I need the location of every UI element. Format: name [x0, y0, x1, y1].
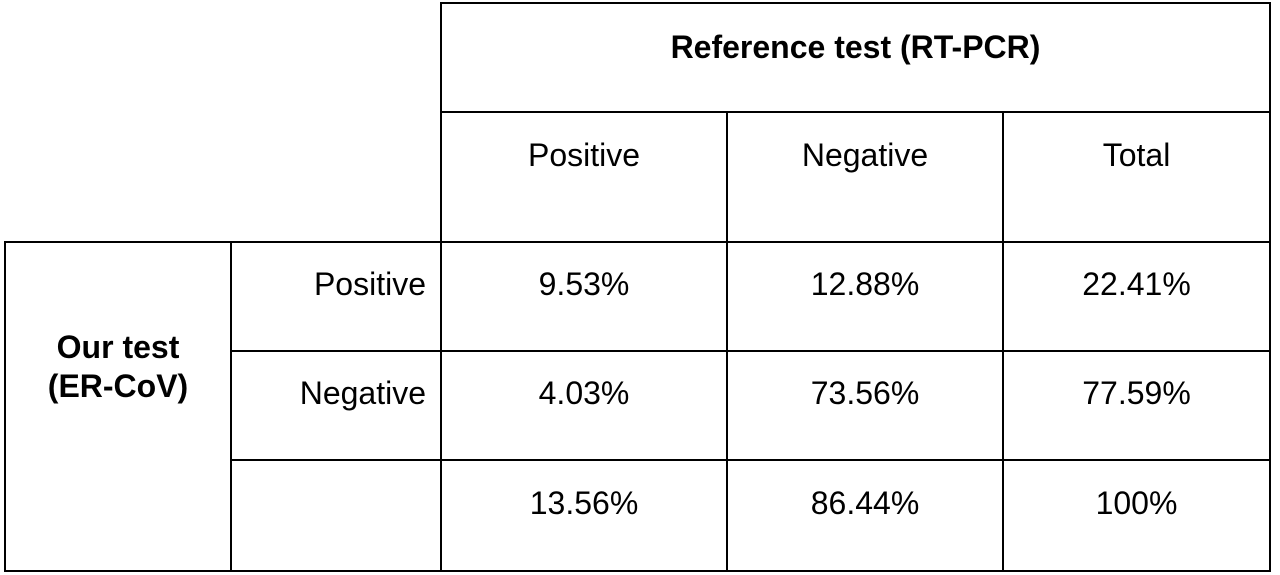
cell-value: 86.44% [810, 485, 920, 522]
table-cell: 13.56% [440, 459, 728, 572]
row-group-label-line2: (ER-CoV) [47, 367, 189, 404]
table-cell: 4.03% [440, 350, 728, 461]
cell-value: 9.53% [538, 266, 630, 303]
column-header-label: Positive [527, 136, 641, 173]
column-header-label: Negative [801, 136, 929, 173]
reference-test-header: Reference test (RT-PCR) [440, 2, 1271, 113]
cell-value: 73.56% [810, 375, 920, 412]
row-header-label: Positive [313, 266, 426, 303]
cell-value: 22.41% [1082, 266, 1191, 303]
table-cell: 9.53% [440, 241, 728, 352]
cell-value: 13.56% [529, 485, 639, 522]
table-cell: 77.59% [1002, 350, 1271, 461]
row-header-total [230, 459, 442, 572]
column-header-positive: Positive [440, 111, 728, 243]
cell-value: 100% [1095, 485, 1178, 522]
row-header-negative: Negative [230, 350, 442, 461]
cell-value: 77.59% [1082, 375, 1191, 412]
table-cell: 12.88% [726, 241, 1004, 352]
row-header-label: Negative [299, 375, 426, 412]
table-cell: 100% [1002, 459, 1271, 572]
cell-value: 12.88% [810, 266, 920, 303]
row-group-header: Our test (ER-CoV) [4, 241, 232, 572]
row-group-label-line1: Our test [56, 329, 180, 366]
cell-value: 4.03% [538, 375, 630, 412]
reference-test-title: Reference test (RT-PCR) [670, 29, 1041, 66]
column-header-negative: Negative [726, 111, 1004, 243]
row-header-positive: Positive [230, 241, 442, 352]
table-cell: 86.44% [726, 459, 1004, 572]
table-cell: 22.41% [1002, 241, 1271, 352]
table-cell: 73.56% [726, 350, 1004, 461]
column-header-label: Total [1102, 136, 1171, 173]
column-header-total: Total [1002, 111, 1271, 243]
